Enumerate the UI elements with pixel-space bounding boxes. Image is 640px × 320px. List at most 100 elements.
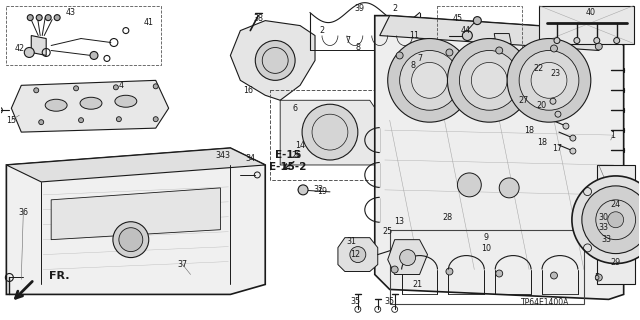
Text: 29: 29 <box>611 258 621 267</box>
Text: 20: 20 <box>536 101 546 110</box>
Text: 10: 10 <box>481 244 492 253</box>
Text: 16: 16 <box>243 86 253 95</box>
Text: 35: 35 <box>351 297 361 306</box>
Circle shape <box>614 37 620 44</box>
Text: E-15: E-15 <box>275 150 301 160</box>
Text: 36: 36 <box>19 208 28 217</box>
Text: 18: 18 <box>537 138 547 147</box>
Text: 15: 15 <box>6 116 17 125</box>
Text: E-15-2: E-15-2 <box>269 162 307 172</box>
Circle shape <box>350 247 366 262</box>
Text: 35: 35 <box>385 297 395 306</box>
Circle shape <box>113 222 148 258</box>
Circle shape <box>496 47 502 54</box>
Circle shape <box>550 272 557 279</box>
Circle shape <box>54 15 60 20</box>
Polygon shape <box>494 34 511 45</box>
Text: 39: 39 <box>355 4 365 13</box>
Text: 31: 31 <box>347 237 357 246</box>
Text: 2: 2 <box>392 4 397 13</box>
Circle shape <box>460 51 519 110</box>
Circle shape <box>474 17 481 25</box>
Text: 1: 1 <box>610 131 615 140</box>
Text: 44: 44 <box>460 26 470 35</box>
Text: TP64E1400A: TP64E1400A <box>520 298 569 307</box>
Circle shape <box>574 37 580 44</box>
Text: 5: 5 <box>594 273 599 282</box>
Circle shape <box>570 135 576 141</box>
Circle shape <box>550 98 556 104</box>
Circle shape <box>28 15 33 20</box>
Text: 45: 45 <box>452 14 463 23</box>
Text: 2: 2 <box>319 26 324 35</box>
Text: 18: 18 <box>524 126 534 135</box>
Text: 7: 7 <box>417 54 422 63</box>
Text: 34: 34 <box>245 154 255 163</box>
Bar <box>270 90 390 180</box>
Circle shape <box>446 49 453 56</box>
Polygon shape <box>6 148 265 294</box>
Circle shape <box>153 117 158 122</box>
Circle shape <box>471 62 507 98</box>
Circle shape <box>79 118 84 123</box>
Circle shape <box>531 62 567 98</box>
Text: 32: 32 <box>313 185 323 194</box>
Polygon shape <box>6 148 265 182</box>
Circle shape <box>302 104 358 160</box>
Circle shape <box>39 120 44 125</box>
Polygon shape <box>375 16 623 300</box>
Text: 30: 30 <box>599 213 609 222</box>
Circle shape <box>90 52 98 60</box>
Circle shape <box>582 186 640 253</box>
Circle shape <box>396 52 403 59</box>
Circle shape <box>45 15 51 20</box>
Circle shape <box>446 268 453 275</box>
Bar <box>6 6 161 65</box>
Circle shape <box>388 38 471 122</box>
Polygon shape <box>338 238 378 271</box>
Text: 17: 17 <box>552 144 562 153</box>
Text: 8: 8 <box>355 43 360 52</box>
Text: 12: 12 <box>350 250 360 259</box>
Circle shape <box>399 51 460 110</box>
Polygon shape <box>230 20 315 100</box>
Text: 22: 22 <box>533 64 543 73</box>
Ellipse shape <box>45 99 67 111</box>
Circle shape <box>519 51 579 110</box>
Circle shape <box>458 173 481 197</box>
Circle shape <box>462 31 472 41</box>
Circle shape <box>298 185 308 195</box>
Circle shape <box>595 43 602 50</box>
Circle shape <box>113 85 118 90</box>
Ellipse shape <box>115 95 137 107</box>
Circle shape <box>153 84 158 89</box>
Text: 42: 42 <box>14 44 24 53</box>
Circle shape <box>24 47 35 58</box>
Circle shape <box>34 88 39 93</box>
Bar <box>539 6 634 44</box>
Text: 34: 34 <box>216 150 225 160</box>
Text: 37: 37 <box>177 260 188 269</box>
Circle shape <box>36 15 42 20</box>
Circle shape <box>608 212 623 228</box>
Text: 26: 26 <box>291 150 301 160</box>
Text: 14: 14 <box>295 140 305 149</box>
Text: 9: 9 <box>484 233 489 242</box>
Text: 38: 38 <box>253 14 263 23</box>
Circle shape <box>447 38 531 122</box>
Bar <box>438 6 522 58</box>
Circle shape <box>499 178 519 198</box>
Text: 7: 7 <box>346 36 351 45</box>
Circle shape <box>570 148 576 154</box>
Text: 27: 27 <box>518 96 528 105</box>
Polygon shape <box>388 240 428 275</box>
Text: 11: 11 <box>410 31 420 40</box>
Circle shape <box>496 270 502 277</box>
Bar <box>390 230 584 304</box>
Text: 3: 3 <box>225 150 230 160</box>
Polygon shape <box>12 80 169 132</box>
Text: 33: 33 <box>602 235 612 244</box>
Text: 6: 6 <box>292 104 298 113</box>
Polygon shape <box>51 188 220 240</box>
Circle shape <box>391 266 398 273</box>
